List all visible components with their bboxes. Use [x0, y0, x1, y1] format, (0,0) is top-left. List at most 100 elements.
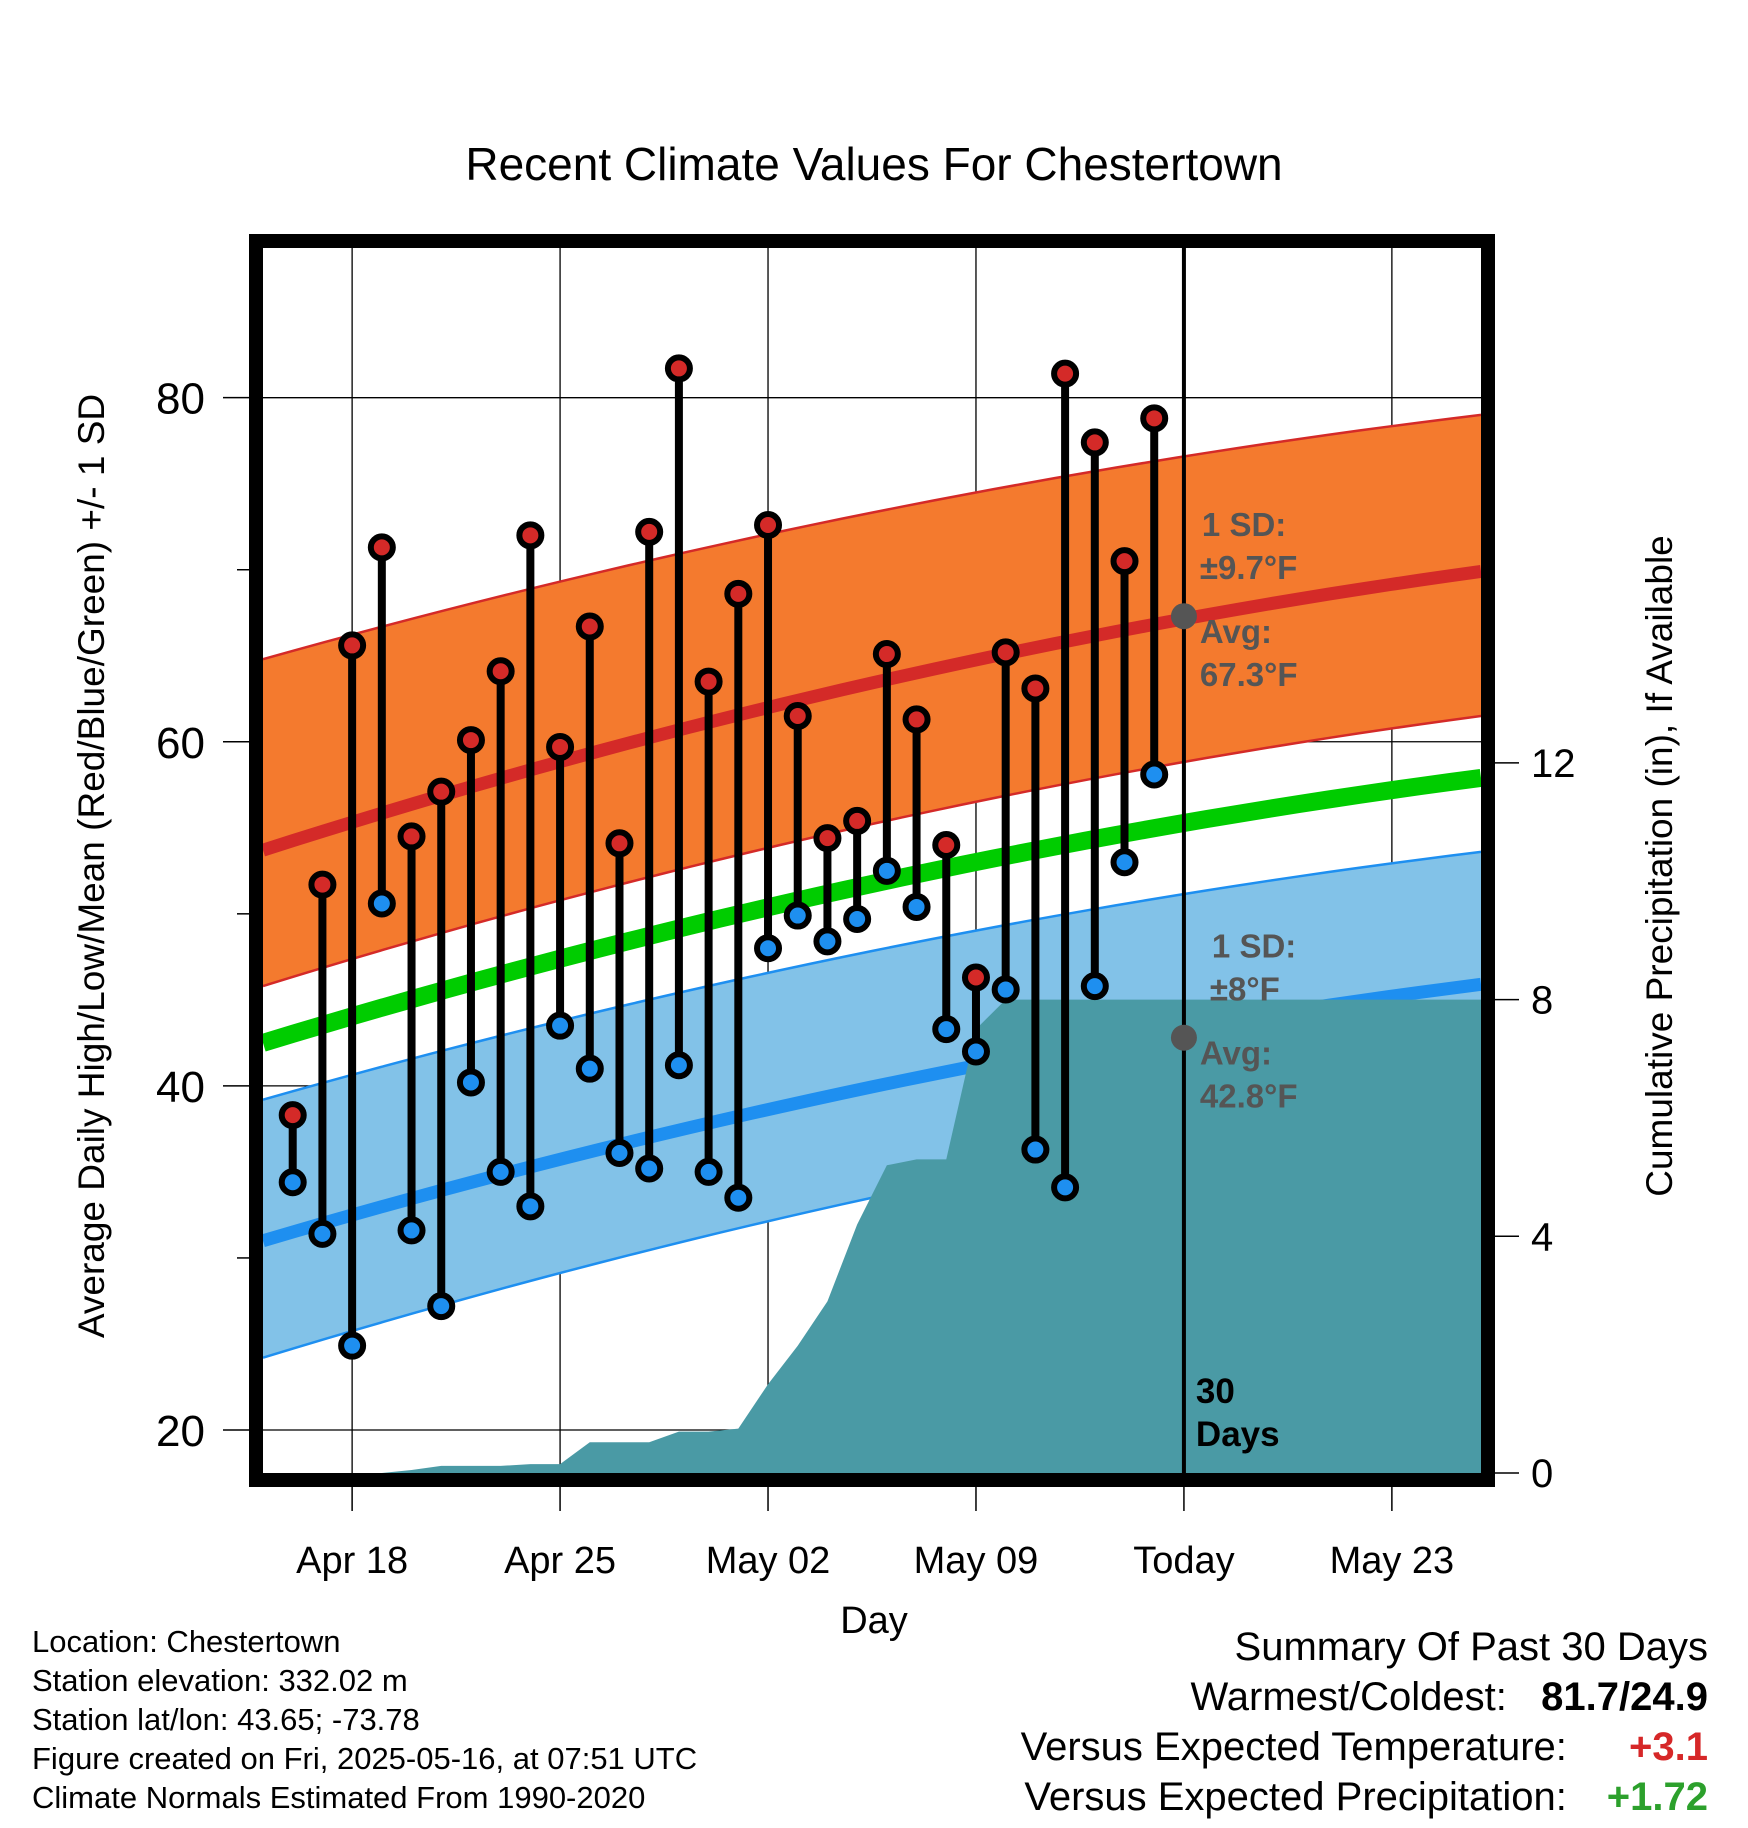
high-upper-line — [263, 413, 1481, 661]
daily-high-point — [694, 667, 723, 696]
precip-area — [263, 999, 1481, 1473]
summary-title: Summary Of Past 30 Days — [1234, 1625, 1708, 1669]
daily-high-point — [783, 701, 812, 730]
daily-low-point — [308, 1219, 337, 1248]
period-label-unit: Days — [1196, 1415, 1280, 1454]
high-sd-band — [263, 414, 1481, 987]
daily-low-point — [605, 1138, 634, 1167]
location-text: Location: Chestertown — [32, 1624, 341, 1659]
x-tick-label: May 02 — [706, 1540, 831, 1582]
high-avg-label: Avg: — [1200, 613, 1272, 650]
daily-low-point — [694, 1157, 723, 1186]
daily-high-point — [1080, 428, 1109, 457]
daily-high-point — [486, 657, 515, 686]
x-tick-label: May 09 — [914, 1540, 1039, 1582]
low-avg-label: Avg: — [1200, 1035, 1272, 1072]
x-tick-label: May 23 — [1330, 1540, 1455, 1582]
high-avg-point — [1170, 603, 1197, 630]
daily-low-point — [783, 901, 812, 930]
daily-high-point — [456, 726, 485, 755]
temp-row: Versus Expected Temperature: +3.1 — [1021, 1722, 1708, 1772]
y2-tick-label: 0 — [1531, 1452, 1553, 1496]
temp-label: Versus Expected Temperature: — [1020, 1725, 1567, 1769]
daily-high-point — [1140, 404, 1169, 433]
daily-low-point — [664, 1051, 693, 1080]
daily-low-point — [546, 1011, 575, 1040]
daily-low-point — [991, 975, 1020, 1004]
plot-inner — [263, 248, 1481, 1473]
y2-axis-label: Cumulative Precipitation (in), If Availa… — [1639, 535, 1680, 1197]
y-tick-label: 60 — [156, 719, 205, 768]
daily-low-point — [397, 1216, 426, 1245]
daily-low-point — [1110, 848, 1139, 877]
daily-high-point — [397, 822, 426, 851]
high-avg-value: 67.3°F — [1200, 656, 1298, 693]
precip-row: Versus Expected Precipitation: +1.72 — [1021, 1772, 1708, 1822]
precip-value: +1.72 — [1606, 1775, 1708, 1819]
daily-low-point — [843, 904, 872, 933]
chart-title: Recent Climate Values For Chestertown — [465, 138, 1282, 190]
elevation-text: Station elevation: 332.02 m — [32, 1663, 408, 1698]
daily-high-point — [338, 631, 367, 660]
daily-high-point — [1021, 674, 1050, 703]
daily-high-point — [991, 638, 1020, 667]
warm-cold-label: Warmest/Coldest: — [1190, 1675, 1507, 1719]
daily-low-point — [516, 1192, 545, 1221]
x-tick-label: Today — [1133, 1540, 1234, 1582]
daily-high-point — [367, 533, 396, 562]
daily-high-point — [872, 640, 901, 669]
daily-high-point — [754, 511, 783, 540]
daily-low-point — [575, 1054, 604, 1083]
daily-low-point — [1080, 972, 1109, 1001]
daily-high-point — [843, 806, 872, 835]
daily-high-point — [516, 521, 545, 550]
daily-high-point — [605, 829, 634, 858]
y-tick-label: 80 — [156, 375, 205, 424]
temp-value: +3.1 — [1629, 1725, 1708, 1769]
daily-low-point — [1021, 1135, 1050, 1164]
daily-high-point — [902, 705, 931, 734]
daily-high-point — [1110, 547, 1139, 576]
daily-low-point — [338, 1331, 367, 1360]
daily-low-point — [427, 1292, 456, 1321]
daily-high-point — [961, 963, 990, 992]
daily-high-point — [575, 612, 604, 641]
x-axis-label: Day — [840, 1600, 908, 1642]
daily-high-point — [1051, 359, 1080, 388]
daily-high-point — [932, 831, 961, 860]
daily-high-point — [813, 824, 842, 853]
daily-high-point — [278, 1101, 307, 1130]
daily-low-point — [486, 1157, 515, 1186]
overall-mean-line — [263, 768, 1481, 1052]
low-sd-value: ±8°F — [1210, 971, 1280, 1008]
summary-panel: Summary Of Past 30 Days Warmest/Coldest:… — [1021, 1622, 1708, 1822]
daily-low-point — [1051, 1173, 1080, 1202]
latlon-text: Station lat/lon: 43.65; -73.78 — [32, 1702, 420, 1737]
daily-high-point — [724, 579, 753, 608]
low-avg-point — [1170, 1024, 1197, 1051]
daily-low-point — [724, 1183, 753, 1212]
y2-tick-label: 8 — [1531, 979, 1553, 1023]
x-tick-label: Apr 25 — [504, 1540, 616, 1582]
daily-low-point — [813, 927, 842, 956]
daily-low-point — [456, 1068, 485, 1097]
daily-low-point — [754, 934, 783, 963]
daily-low-point — [932, 1015, 961, 1044]
daily-low-point — [902, 892, 931, 921]
daily-low-point — [278, 1168, 307, 1197]
daily-low-point — [1140, 760, 1169, 789]
high-lower-line — [263, 714, 1481, 988]
daily-high-point — [308, 870, 337, 899]
y-axis-label: Average Daily High/Low/Mean (Red/Blue/Gr… — [71, 394, 112, 1338]
low-sd-label: 1 SD: — [1212, 928, 1296, 965]
low-upper-line — [263, 850, 1481, 1101]
daily-high-point — [546, 732, 575, 761]
high-mean-line — [263, 565, 1481, 857]
plot-area: 1 SD: ±9.7°F Avg: 67.3°F 1 SD: ±8°F Avg: 42.8°F… — [156, 234, 1576, 1582]
daily-high-point — [427, 777, 456, 806]
warm-cold-value: 81.7/24.9 — [1541, 1675, 1708, 1719]
daily-high-point — [664, 354, 693, 383]
y-tick-label: 20 — [156, 1407, 205, 1456]
normals-text: Climate Normals Estimated From 1990-2020 — [32, 1780, 646, 1815]
y2-tick-label: 4 — [1531, 1215, 1553, 1259]
